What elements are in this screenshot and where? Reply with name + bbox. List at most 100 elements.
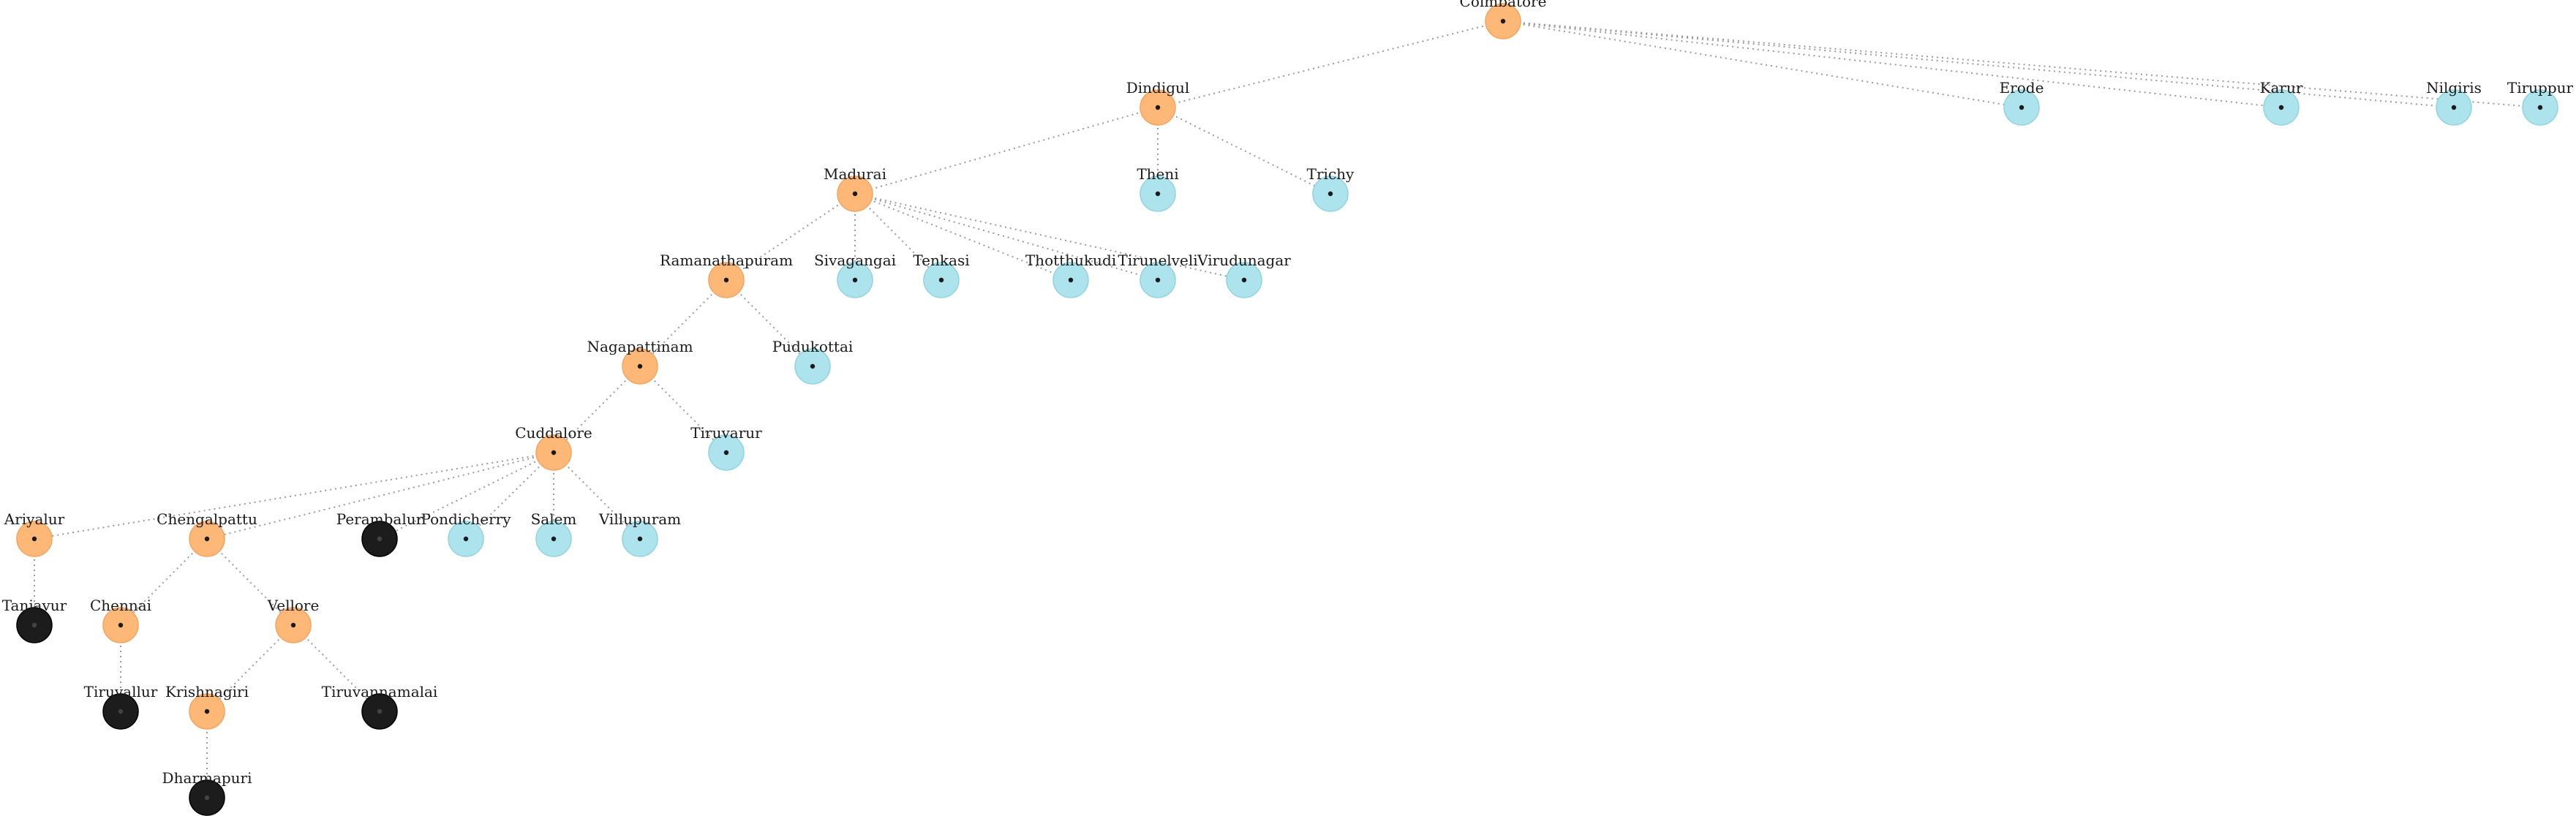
- edge-dindigul-madurai: [854, 107, 1159, 194]
- edge-coimbatore-erode: [1502, 20, 2022, 108]
- node-center-dot: [551, 450, 557, 456]
- node-virudunagar: Virudunagar: [1197, 252, 1291, 298]
- node-center-dot: [204, 709, 210, 714]
- edge-coimbatore-karur: [1502, 20, 2282, 108]
- node-chengalpattu: Chengalpattu: [157, 510, 257, 557]
- node-center-dot: [377, 536, 383, 542]
- edge-cuddalore-ariyalur: [34, 452, 554, 540]
- node-karur: Karur: [2260, 79, 2303, 126]
- node-label: Salem: [531, 510, 577, 528]
- node-tirunelveli: Tirunelveli: [1118, 252, 1198, 298]
- node-label: Erode: [2000, 79, 2044, 97]
- edge-cuddalore-chengalpattu: [206, 452, 554, 540]
- node-center-dot: [723, 450, 729, 456]
- node-tiruvallur: Tiruvallur: [84, 683, 158, 730]
- node-label: Perambalur: [336, 510, 423, 528]
- node-center-dot: [637, 536, 643, 542]
- node-label: Nagapattinam: [587, 338, 693, 355]
- edge-cuddalore-pondicherry: [465, 452, 554, 540]
- node-tanjavur: Tanjavur: [2, 597, 67, 643]
- node-ariyalur: Ariyalur: [4, 510, 65, 557]
- node-label: Villupuram: [598, 510, 681, 528]
- node-tenkasi: Tenkasi: [913, 252, 970, 298]
- node-label: Coimbatore: [1460, 0, 1547, 10]
- node-erode: Erode: [2000, 79, 2044, 126]
- node-nagapattinam: Nagapattinam: [587, 338, 693, 385]
- node-label: Thotthukudi: [1025, 252, 1116, 269]
- node-center-dot: [852, 277, 858, 283]
- node-center-dot: [2019, 105, 2025, 110]
- node-cuddalore: Cuddalore: [515, 424, 592, 471]
- node-center-dot: [204, 536, 210, 542]
- node-center-dot: [2451, 105, 2457, 110]
- node-thoothukudi: Thotthukudi: [1025, 252, 1116, 298]
- node-center-dot: [1241, 277, 1247, 283]
- node-center-dot: [551, 536, 557, 542]
- node-label: Vellore: [267, 597, 320, 614]
- node-label: Tiruvarur: [690, 424, 762, 442]
- node-salem: Salem: [531, 510, 577, 557]
- edge-madurai-ramanathapuram: [726, 193, 856, 281]
- node-pondicherry: Pondicherry: [421, 510, 511, 557]
- node-center-dot: [1068, 277, 1074, 283]
- node-label: Virudunagar: [1197, 252, 1291, 269]
- node-pudukottai: Pudukottai: [772, 338, 854, 385]
- node-perambalur: Perambalur: [336, 510, 423, 557]
- node-vellore: Vellore: [267, 597, 320, 643]
- node-label: Chennai: [90, 597, 151, 614]
- node-label: Tirunelveli: [1118, 252, 1197, 269]
- node-label: Krishnagiri: [165, 683, 249, 700]
- node-label: Madurai: [824, 165, 886, 183]
- node-center-dot: [1155, 277, 1161, 283]
- node-center-dot: [31, 536, 37, 542]
- node-label: Pondicherry: [421, 510, 511, 528]
- node-label: Dharmapuri: [162, 769, 252, 787]
- edge-madurai-tirunelveli: [854, 193, 1159, 281]
- node-center-dot: [1155, 105, 1161, 110]
- node-center-dot: [31, 622, 37, 628]
- node-center-dot: [852, 191, 858, 197]
- node-center-dot: [290, 622, 296, 628]
- node-coimbatore: Coimbatore: [1460, 0, 1547, 39]
- edge-coimbatore-dindigul: [1157, 20, 1504, 108]
- node-label: Karur: [2260, 79, 2303, 97]
- node-label: Ariyalur: [4, 510, 65, 528]
- node-center-dot: [2537, 105, 2543, 110]
- node-center-dot: [1500, 18, 1506, 24]
- node-label: Cuddalore: [515, 424, 592, 442]
- node-label: Pudukottai: [772, 338, 854, 355]
- node-label: Tanjavur: [2, 597, 67, 614]
- node-theni: Theni: [1137, 165, 1179, 212]
- node-center-dot: [1327, 191, 1333, 197]
- node-nilgiris: Nilgiris: [2426, 79, 2482, 126]
- node-center-dot: [938, 277, 944, 283]
- node-tiruvarur: Tiruvarur: [690, 424, 762, 471]
- node-center-dot: [463, 536, 469, 542]
- node-center-dot: [810, 363, 816, 369]
- node-dindigul: Dindigul: [1126, 79, 1189, 126]
- node-label: Theni: [1137, 165, 1178, 183]
- node-tiruvannamalai: Tiruvannamalai: [322, 683, 438, 730]
- node-center-dot: [723, 277, 729, 283]
- node-center-dot: [118, 709, 124, 714]
- node-center-dot: [118, 622, 124, 628]
- node-label: Chengalpattu: [157, 510, 257, 528]
- node-ramanathapuram: Ramanathapuram: [660, 252, 793, 298]
- node-dharmapuri: Dharmapuri: [162, 769, 252, 816]
- node-krishnagiri: Krishnagiri: [165, 683, 249, 730]
- node-trichy: Trichy: [1307, 165, 1355, 212]
- node-label: Ramanathapuram: [660, 252, 793, 269]
- edge-layer: [34, 20, 2541, 798]
- node-sivagangai: Sivagangai: [814, 252, 896, 298]
- node-label: Sivagangai: [814, 252, 896, 269]
- node-label: Tiruvallur: [84, 683, 158, 700]
- node-center-dot: [204, 795, 210, 801]
- node-center-dot: [2278, 105, 2284, 110]
- node-label: Trichy: [1307, 165, 1355, 183]
- node-label: Tiruppur: [2507, 79, 2574, 97]
- node-label: Tenkasi: [913, 252, 969, 269]
- node-label: Tiruvannamalai: [322, 683, 438, 700]
- node-tiruppur: Tiruppur: [2507, 79, 2574, 126]
- node-chennai: Chennai: [90, 597, 151, 643]
